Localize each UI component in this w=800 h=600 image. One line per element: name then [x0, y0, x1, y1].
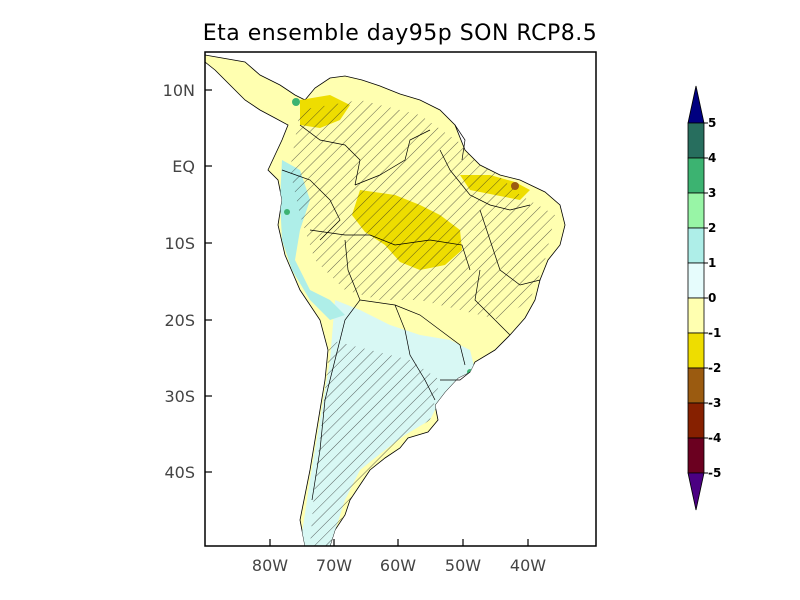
colorbar-label: 4 [708, 151, 716, 165]
lat-label: 10S [164, 234, 195, 253]
colorbar-label: 3 [708, 186, 716, 200]
colorbar-label: -3 [708, 396, 721, 410]
colorbar-under-arrow [687, 472, 705, 511]
colorbar-swatch [687, 227, 705, 264]
colorbar-swatch [687, 437, 705, 474]
lat-label: 10N [163, 81, 195, 100]
lat-label: EQ [172, 157, 195, 176]
lon-label: 40W [510, 556, 546, 575]
colorbar-label: 1 [708, 256, 716, 270]
brown-anomaly-spot [511, 182, 519, 190]
lon-label: 70W [316, 556, 352, 575]
colorbar-swatch [687, 157, 705, 194]
colorbar-over-arrow [687, 85, 705, 124]
colorbar-label: -2 [708, 361, 721, 375]
colorbar: 5 4 3 2 1 0 -1 -2 -3 -4 -5 [687, 85, 721, 511]
figure-title: Eta ensemble day95p SON RCP8.5 [203, 21, 597, 46]
lat-label: 30S [164, 387, 195, 406]
colorbar-label: 2 [708, 221, 716, 235]
colorbar-swatch [687, 332, 705, 369]
colorbar-label: 0 [708, 291, 716, 305]
colorbar-label: -5 [708, 466, 721, 480]
colorbar-label: -4 [708, 431, 721, 445]
map-content [205, 54, 566, 546]
lat-label: 40S [164, 463, 195, 482]
colorbar-label: 5 [708, 116, 716, 130]
green-anomaly-spot-north [292, 98, 300, 106]
lon-label: 60W [380, 556, 416, 575]
colorbar-swatch [687, 192, 705, 229]
significance-hatching-south [310, 340, 440, 546]
colorbar-label: -1 [708, 326, 721, 340]
lon-label: 50W [445, 556, 481, 575]
latitude-axis: 10N EQ 10S 20S 30S 40S [163, 81, 212, 482]
longitude-axis: 80W 70W 60W 50W 40W [252, 539, 546, 575]
map-frame [204, 51, 597, 547]
country-borders [281, 124, 541, 501]
colorbar-swatch [687, 367, 705, 404]
cyan-anomaly-west-coast [280, 160, 345, 320]
colorbar-swatch [687, 297, 705, 334]
colorbar-swatch [687, 402, 705, 439]
colorbar-swatch [687, 122, 705, 159]
significance-hatching-north [290, 100, 555, 320]
colorbar-swatch [687, 262, 705, 299]
green-anomaly-spot-coast [284, 209, 290, 215]
lon-label: 80W [252, 556, 288, 575]
lat-label: 20S [164, 311, 195, 330]
